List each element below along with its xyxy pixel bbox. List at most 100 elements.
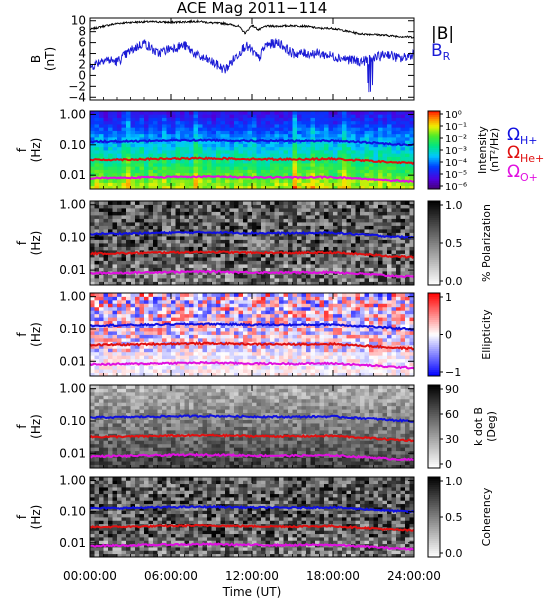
spectrogram-cell bbox=[108, 204, 113, 209]
spectrogram-cell bbox=[108, 130, 113, 135]
spectrogram-cell bbox=[364, 211, 370, 216]
spectrogram-cell bbox=[202, 369, 208, 373]
spectrogram-cell bbox=[297, 257, 302, 261]
spectrogram-cell bbox=[234, 260, 239, 265]
spectrogram-cell bbox=[274, 348, 280, 353]
spectrogram-cell bbox=[211, 313, 217, 318]
spectrogram-cell bbox=[310, 320, 316, 325]
spectrogram-cell bbox=[139, 218, 145, 223]
spectrogram-cell bbox=[130, 163, 136, 167]
spectrogram-cell bbox=[94, 120, 100, 125]
spectrogram-cell bbox=[364, 143, 370, 148]
spectrogram-cell bbox=[243, 260, 248, 265]
spectrogram-cell bbox=[144, 331, 149, 335]
spectrogram-cell bbox=[175, 257, 181, 261]
spectrogram-cell bbox=[153, 327, 158, 332]
spectrogram-cell bbox=[189, 303, 194, 308]
spectrogram-cell bbox=[207, 114, 212, 118]
colorbar-segment bbox=[428, 177, 440, 180]
spectrogram-cell bbox=[189, 143, 194, 148]
spectrogram-cell bbox=[189, 159, 194, 164]
spectrogram-cell bbox=[274, 163, 280, 167]
spectrogram-cell bbox=[139, 215, 145, 219]
spectrogram-cell bbox=[112, 278, 118, 282]
spectrogram-cell bbox=[117, 264, 122, 268]
spectrogram-cell bbox=[180, 130, 185, 135]
spectrogram-cell bbox=[184, 232, 190, 237]
spectrogram-cell bbox=[130, 166, 136, 170]
spectrogram-cell bbox=[265, 243, 271, 247]
spectrogram-cell bbox=[342, 172, 347, 177]
colorbar-segment bbox=[428, 215, 440, 219]
spectrogram-cell bbox=[207, 208, 212, 212]
spectrogram-cell bbox=[225, 163, 230, 167]
spectrogram-cell bbox=[364, 239, 370, 244]
spectrogram-cell bbox=[243, 239, 248, 244]
spectrogram-cell bbox=[243, 334, 248, 339]
spectrogram-cell bbox=[234, 222, 239, 226]
spectrogram-cell bbox=[301, 369, 307, 373]
spectrogram-cell bbox=[126, 303, 131, 308]
spectrogram-cell bbox=[324, 169, 329, 174]
gyro-line-2 bbox=[89, 269, 415, 279]
spectrogram-cell bbox=[274, 334, 280, 339]
spectrogram-cell bbox=[310, 215, 316, 219]
spectrogram-cell bbox=[292, 222, 298, 226]
spectrogram-cell bbox=[198, 120, 203, 125]
spectrogram-cell bbox=[220, 324, 226, 328]
spectrogram-cell bbox=[400, 166, 406, 170]
spectrogram-cell bbox=[270, 344, 275, 349]
spectrogram-cell bbox=[121, 172, 127, 177]
spectrogram-cell bbox=[292, 143, 298, 148]
spectrogram-cell bbox=[333, 124, 338, 128]
spectrogram-cell bbox=[306, 334, 311, 339]
spectrogram-cell bbox=[355, 211, 361, 216]
spectrogram-cell bbox=[112, 222, 118, 226]
spectrogram-cell bbox=[247, 257, 253, 261]
spectrogram-cell bbox=[220, 239, 226, 244]
spectrogram-cell bbox=[148, 146, 154, 151]
spectrogram-cell bbox=[103, 253, 109, 258]
spectrogram-cell bbox=[211, 225, 217, 230]
spectrogram-cell bbox=[162, 117, 167, 122]
spectrogram-cell bbox=[94, 159, 100, 164]
spectrogram-cell bbox=[153, 208, 158, 212]
spectrogram-cell bbox=[198, 246, 203, 251]
spectrogram-cell bbox=[171, 257, 176, 261]
spectrogram-cell bbox=[292, 215, 298, 219]
spectrogram-cell bbox=[225, 185, 230, 190]
spectrogram-cell bbox=[211, 296, 217, 301]
spectrogram-cell bbox=[382, 140, 388, 144]
spectrogram-cell bbox=[252, 159, 257, 164]
spectrogram-cell bbox=[220, 296, 226, 301]
spectrogram-cell bbox=[364, 120, 370, 125]
spectrogram-cell bbox=[103, 225, 109, 230]
spectrogram-cell bbox=[396, 130, 401, 135]
spectrogram-cell bbox=[216, 344, 221, 349]
spectrogram-cell bbox=[315, 341, 320, 346]
spectrogram-cell bbox=[378, 236, 383, 240]
spectrogram-cell bbox=[279, 274, 284, 279]
spectrogram-cell bbox=[373, 236, 379, 240]
spectrogram-cell bbox=[94, 114, 100, 118]
spectrogram-cell bbox=[342, 225, 347, 230]
spectrogram-cell bbox=[373, 111, 379, 115]
spectrogram-cell bbox=[306, 143, 311, 148]
spectrogram-cell bbox=[166, 236, 172, 240]
spectrogram-cell bbox=[225, 324, 230, 328]
spectrogram-cell bbox=[198, 185, 203, 190]
spectrogram-cell bbox=[99, 320, 104, 325]
spectrogram-cell bbox=[126, 320, 131, 325]
spectrogram-cell bbox=[166, 243, 172, 247]
spectrogram-cell bbox=[121, 239, 127, 244]
spectrogram-cell bbox=[180, 218, 185, 223]
spectrogram-cell bbox=[400, 215, 406, 219]
spectrogram-cell bbox=[144, 143, 149, 148]
colorbar-segment bbox=[428, 122, 440, 126]
spectrogram-cell bbox=[108, 111, 113, 115]
spectrogram-cell bbox=[225, 260, 230, 265]
spectrogram-cell bbox=[189, 358, 194, 363]
spectrogram-cell bbox=[166, 215, 172, 219]
spectrogram-cell bbox=[171, 124, 176, 128]
spectrogram-cell bbox=[234, 246, 239, 251]
